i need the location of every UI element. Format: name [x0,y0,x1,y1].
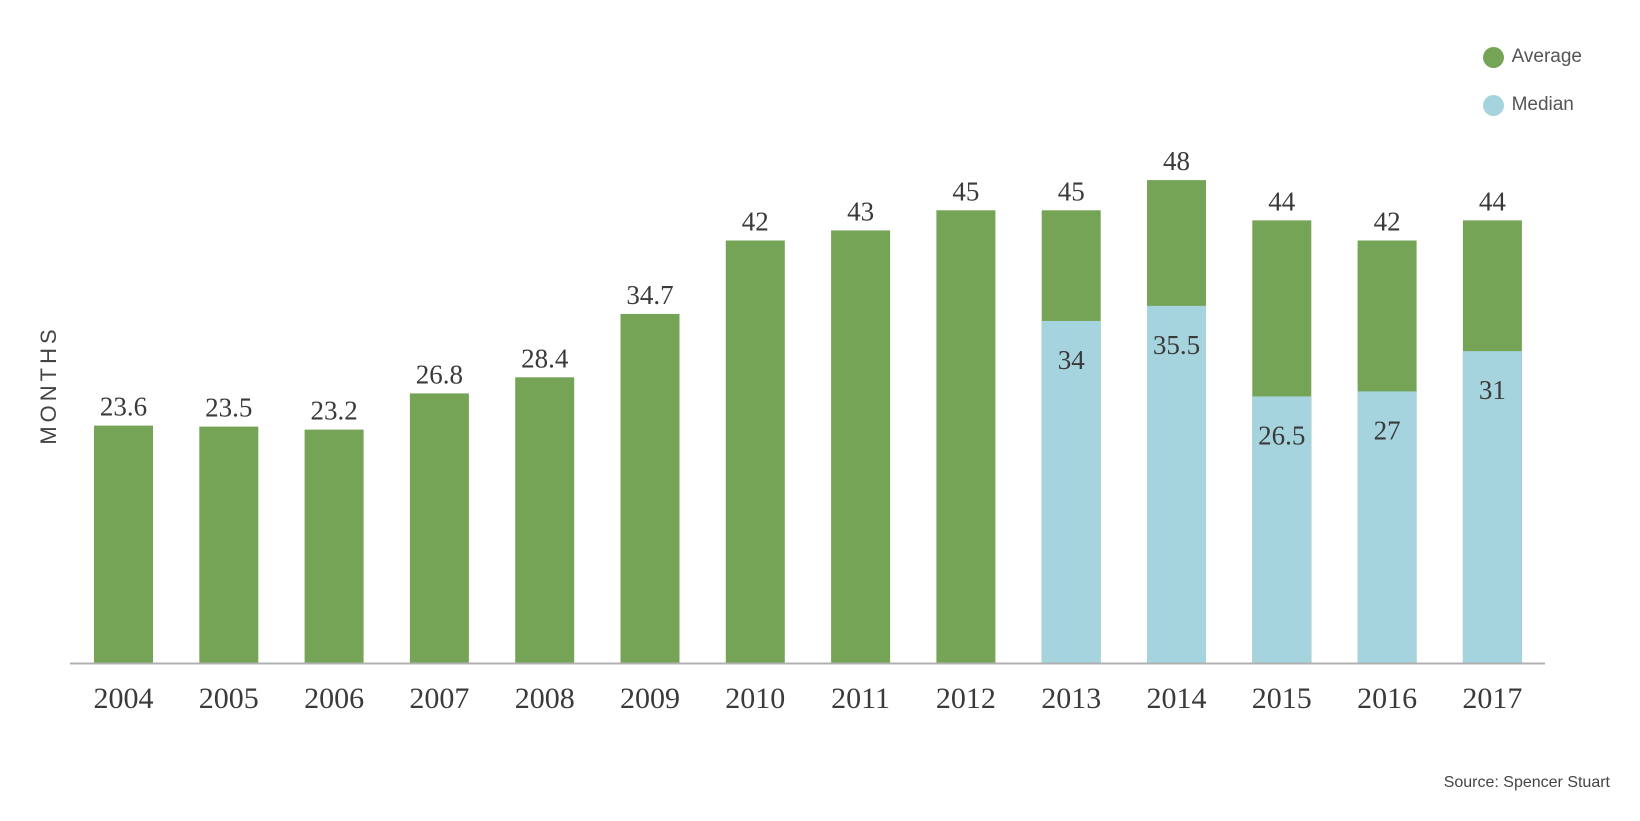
bar-average-2008 [515,377,575,663]
data-label-median-2016: 27 [1374,415,1401,445]
bar-average-2010 [725,240,785,664]
x-tick-label-2006: 2006 [304,682,364,715]
x-tick-label-2005: 2005 [199,682,259,715]
x-tick-label-2013: 2013 [1041,682,1101,715]
x-tick-label-2007: 2007 [409,682,469,715]
y-axis-label: MONTHS [36,325,61,445]
data-label-average-2011: 43 [847,196,874,226]
data-label-average-2015: 44 [1268,186,1296,216]
data-label-average-2004: 23.6 [100,392,147,422]
data-label-average-2014: 48 [1163,146,1190,176]
bar-average-2009 [620,313,680,663]
legend-swatch-median [1482,94,1504,116]
bar-median-2013 [1041,320,1101,663]
x-tick-label-2011: 2011 [831,682,890,715]
bar-average-2006 [304,429,364,663]
x-tick-label-2008: 2008 [515,682,575,715]
legend-swatch-average [1482,46,1504,68]
data-label-average-2012: 45 [952,176,979,206]
bar-average-2004 [94,425,153,663]
x-tick-label-2016: 2016 [1357,682,1417,715]
bar-median-2017 [1462,351,1522,663]
legend-item-average: Average [1482,44,1582,70]
x-tick-label-2015: 2015 [1252,682,1312,715]
source-note: Source: Spencer Stuart [1443,774,1610,791]
x-tick-label-2017: 2017 [1462,682,1522,715]
legend-label-median: Median [1511,94,1574,115]
x-tick-label-2014: 2014 [1147,682,1207,715]
data-label-average-2006: 23.2 [310,396,357,426]
x-tick-label-2009: 2009 [620,682,680,715]
bar-median-2014 [1147,305,1206,663]
x-tick-label-2012: 2012 [936,682,996,715]
data-label-average-2005: 23.5 [205,393,252,423]
data-label-average-2017: 44 [1479,186,1507,216]
bar-average-2005 [199,426,259,663]
data-label-average-2010: 42 [742,206,769,236]
data-label-median-2015: 26.5 [1258,420,1305,450]
legend: Average Median [1482,44,1582,140]
data-label-average-2008: 28.4 [521,343,569,373]
data-label-average-2016: 42 [1374,206,1401,236]
bar-average-2011 [831,230,891,664]
bar-median-2016 [1357,391,1417,663]
data-label-average-2007: 26.8 [416,359,463,389]
data-label-median-2013: 34 [1058,345,1086,375]
data-label-median-2014: 35.5 [1153,330,1200,360]
bar-median-2015 [1252,396,1312,663]
data-label-average-2013: 45 [1058,176,1085,206]
bar-average-2012 [936,210,996,664]
x-tick-label-2010: 2010 [725,682,785,715]
bar-average-2007 [409,393,469,663]
data-label-average-2009: 34.7 [626,280,673,310]
legend-label-average: Average [1511,46,1582,67]
legend-item-median: Median [1482,92,1582,118]
x-tick-label-2004: 2004 [94,682,154,715]
data-label-median-2017: 31 [1479,375,1506,405]
